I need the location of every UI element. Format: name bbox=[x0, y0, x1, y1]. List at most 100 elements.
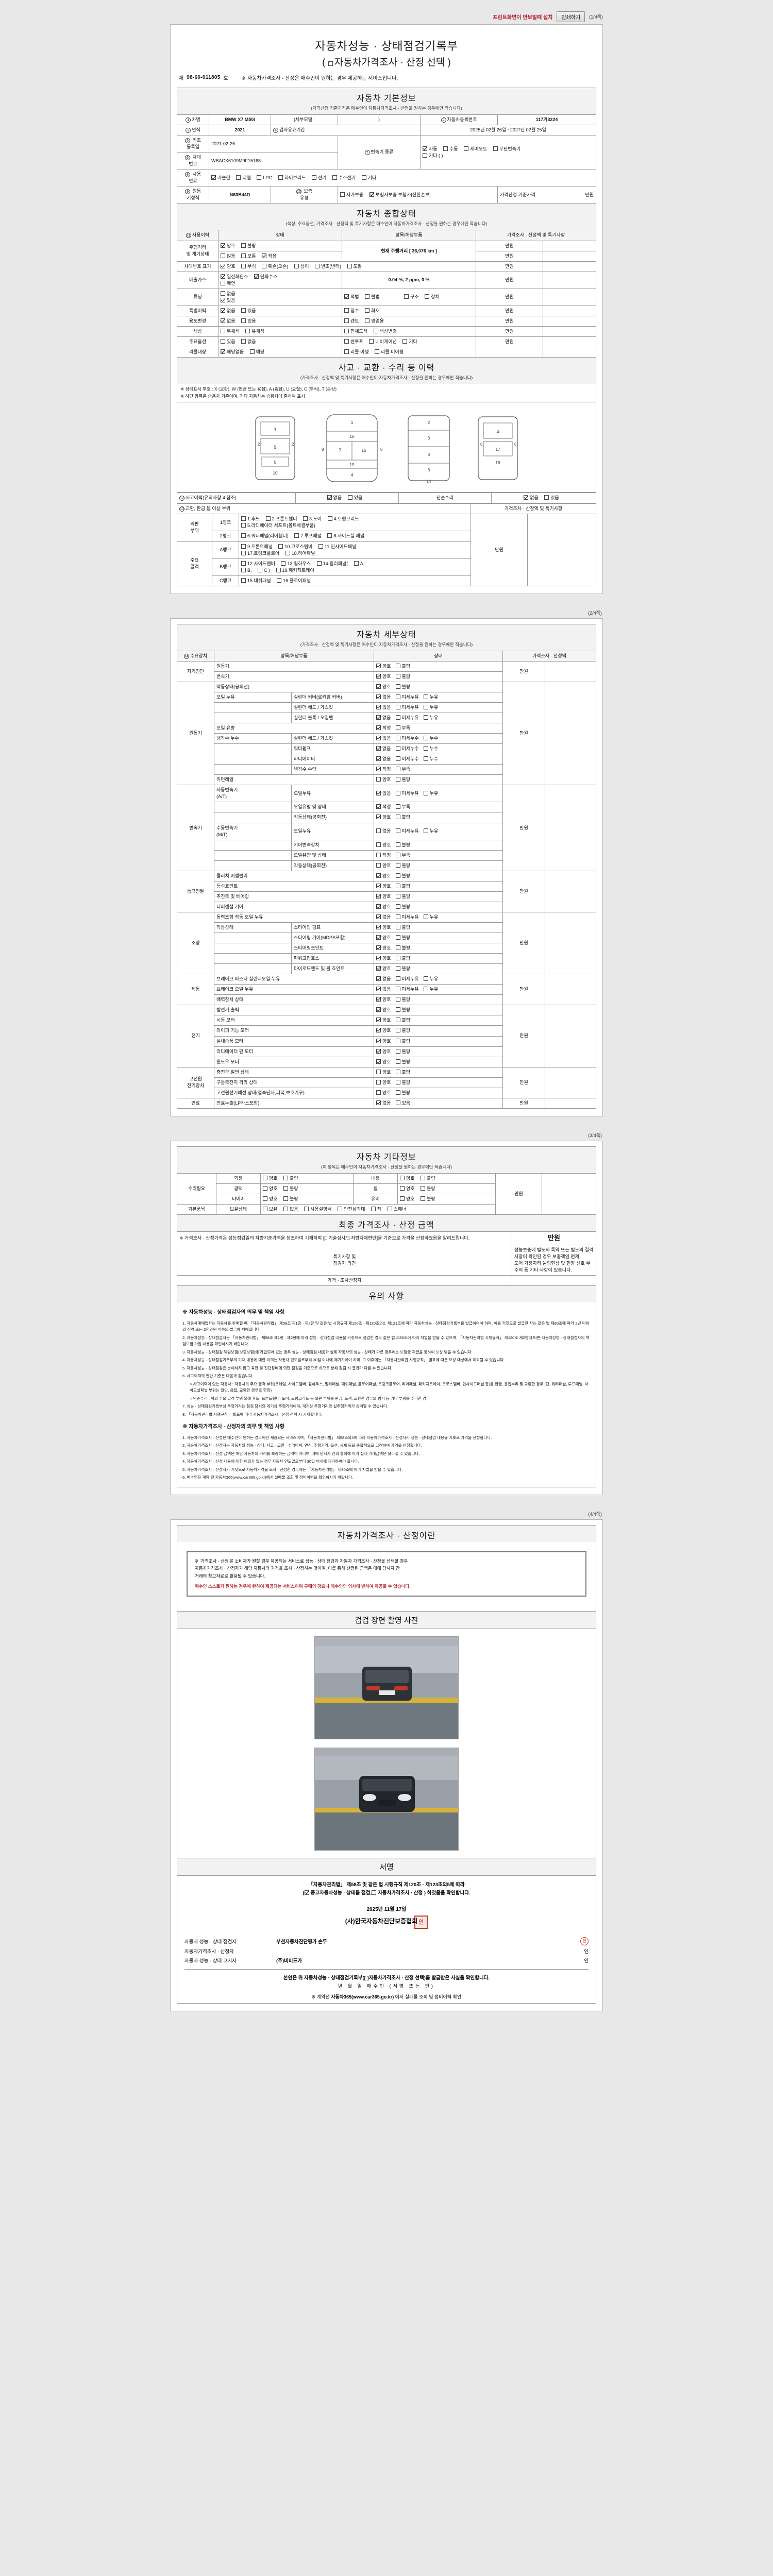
opt-polish-good[interactable]: 양호 bbox=[263, 1185, 278, 1192]
detail-3-2-opt-0[interactable]: 양호 bbox=[376, 893, 391, 900]
opt-recall-done[interactable]: 리콜 이행 bbox=[344, 349, 369, 355]
opt-part-pillar-panel[interactable]: 14.필러패널( bbox=[316, 561, 348, 567]
detail-2-0-opt-2[interactable]: 누유 bbox=[423, 790, 438, 797]
detail-1-7-opt-2[interactable]: 누수 bbox=[423, 756, 438, 762]
detail-2-3-opt-2[interactable]: 누유 bbox=[423, 828, 438, 835]
detail-3-2-opt-1[interactable]: 불량 bbox=[395, 893, 410, 900]
opt-fuel-hydrogen[interactable]: 수소전기 bbox=[332, 175, 356, 181]
opt-fuel-lpg[interactable]: LPG bbox=[257, 175, 272, 181]
detail-5-2-opt-0[interactable]: 양호 bbox=[376, 996, 391, 1003]
opt-part-trunk-lid[interactable]: 4.트렁크리드 bbox=[327, 516, 359, 522]
opt-part-trunk-floor[interactable]: 17.트렁크플로어 bbox=[241, 550, 279, 557]
opt-exterior-bad[interactable]: 불량 bbox=[283, 1175, 298, 1182]
detail-5-1-opt-2[interactable]: 누유 bbox=[423, 986, 438, 993]
opt-tuning-illegal[interactable]: 불법 bbox=[365, 294, 380, 300]
detail-7-1-opt-1[interactable]: 불량 bbox=[395, 1079, 410, 1086]
opt-part-radiator-support[interactable]: 5.라디에이터 서포트(볼트체결부품) bbox=[241, 522, 315, 529]
opt-warranty-self[interactable]: 자가보증 bbox=[340, 192, 363, 198]
detail-1-0-opt-1[interactable]: 불량 bbox=[395, 684, 410, 690]
opt-emission-co[interactable]: 일산화탄소 bbox=[221, 274, 248, 280]
detail-2-4-opt-0[interactable]: 양호 bbox=[376, 842, 391, 849]
opt-interior-bad[interactable]: 불량 bbox=[421, 1175, 435, 1182]
opt-emission-hc[interactable]: 탄화수소 bbox=[254, 274, 277, 280]
opt-trans-semiauto[interactable]: 세미오토 bbox=[464, 146, 487, 152]
detail-2-0-opt-0[interactable]: 없음 bbox=[376, 790, 391, 797]
detail-4-3-opt-0[interactable]: 양호 bbox=[376, 945, 391, 952]
opt-interior-good[interactable]: 양호 bbox=[400, 1175, 415, 1182]
opt-special-none[interactable]: 없음 bbox=[221, 308, 236, 314]
detail-6-0-opt-1[interactable]: 불량 bbox=[395, 1007, 410, 1013]
detail-0-0-opt-0[interactable]: 양호 bbox=[376, 663, 391, 670]
opt-options-sunroof[interactable]: 썬루프 bbox=[344, 338, 363, 345]
opt-options-yes[interactable]: 있음 bbox=[221, 338, 236, 345]
detail-2-2-opt-0[interactable]: 양호 bbox=[376, 814, 391, 821]
opt-mileage-bad[interactable]: 불량 bbox=[241, 243, 256, 249]
detail-1-6-opt-2[interactable]: 누수 bbox=[423, 745, 438, 752]
detail-4-1-opt-0[interactable]: 양호 bbox=[376, 924, 391, 931]
opt-part-side-sill[interactable]: 8.사이드실 패널 bbox=[327, 533, 364, 539]
detail-1-3-opt-1[interactable]: 미세누유 bbox=[395, 715, 419, 721]
detail-6-3-opt-0[interactable]: 양호 bbox=[376, 1038, 391, 1045]
opt-vin-erased[interactable]: 도말 bbox=[347, 263, 362, 270]
opt-options-none[interactable]: 없음 bbox=[241, 338, 256, 345]
detail-3-3-opt-0[interactable]: 양호 bbox=[376, 904, 391, 910]
detail-1-5-opt-1[interactable]: 미세누수 bbox=[395, 735, 419, 742]
opt-mileage-good[interactable]: 양호 bbox=[221, 243, 236, 249]
opt-warranty-insurer[interactable]: 보험사보증 보험사[신한손보] bbox=[369, 192, 431, 198]
opt-part-roof-panel[interactable]: 7.루프패널 bbox=[294, 533, 322, 539]
detail-7-1-opt-0[interactable]: 양호 bbox=[376, 1079, 391, 1086]
detail-4-4-opt-0[interactable]: 양호 bbox=[376, 955, 391, 962]
opt-vin-good[interactable]: 양호 bbox=[221, 263, 236, 270]
opt-part-wheel-house[interactable]: 13.휠하우스 bbox=[281, 561, 311, 567]
detail-1-8-opt-1[interactable]: 부족 bbox=[395, 766, 410, 773]
detail-4-5-opt-0[interactable]: 양호 bbox=[376, 965, 391, 972]
detail-4-0-opt-0[interactable]: 없음 bbox=[376, 914, 391, 921]
opt-options-other[interactable]: 기타 bbox=[402, 338, 417, 345]
opt-fuel-other[interactable]: 기타 bbox=[361, 175, 376, 181]
detail-1-9-opt-0[interactable]: 양호 bbox=[376, 776, 391, 783]
detail-1-5-opt-2[interactable]: 누수 bbox=[423, 735, 438, 742]
opt-recall-yes[interactable]: 해당 bbox=[249, 349, 264, 355]
detail-6-3-opt-1[interactable]: 불량 bbox=[395, 1038, 410, 1045]
opt-part-front-panel[interactable]: 9.프론트패널 bbox=[241, 544, 273, 550]
opt-special-fire[interactable]: 화재 bbox=[365, 308, 380, 314]
detail-6-5-opt-0[interactable]: 양호 bbox=[376, 1059, 391, 1065]
detail-5-2-opt-1[interactable]: 불량 bbox=[395, 996, 410, 1003]
detail-4-0-opt-1[interactable]: 미세누유 bbox=[395, 914, 419, 921]
opt-special-flood[interactable]: 침수 bbox=[344, 308, 359, 314]
opt-part-dash-panel[interactable]: 15.대쉬패널 bbox=[241, 578, 271, 584]
opt-color-chromatic[interactable]: 유채색 bbox=[245, 328, 264, 335]
opt-trans-manual[interactable]: 수동 bbox=[443, 146, 458, 152]
opt-fuel-hybrid[interactable]: 하이브리드 bbox=[278, 175, 306, 181]
opt-wheel-good[interactable]: 양호 bbox=[400, 1185, 415, 1192]
detail-1-4-opt-1[interactable]: 부족 bbox=[395, 725, 410, 732]
detail-0-1-opt-1[interactable]: 불량 bbox=[395, 673, 410, 680]
opt-part-pillar-a[interactable]: A, bbox=[354, 561, 364, 567]
opt-mileage-few[interactable]: 적음 bbox=[262, 253, 277, 260]
detail-5-1-opt-0[interactable]: 없음 bbox=[376, 986, 391, 993]
detail-2-5-opt-0[interactable]: 적정 bbox=[376, 852, 391, 859]
detail-3-3-opt-1[interactable]: 불량 bbox=[395, 904, 410, 910]
footer-link[interactable]: 자동차365(www.car365.go.kr) bbox=[331, 1994, 394, 1999]
detail-2-3-opt-1[interactable]: 미세누유 bbox=[395, 828, 419, 835]
detail-1-1-opt-0[interactable]: 없음 bbox=[376, 694, 391, 701]
detail-2-6-opt-0[interactable]: 양호 bbox=[376, 862, 391, 869]
detail-3-0-opt-1[interactable]: 불량 bbox=[395, 873, 410, 879]
opt-tire-bad[interactable]: 불량 bbox=[283, 1196, 298, 1202]
detail-1-8-opt-0[interactable]: 적정 bbox=[376, 766, 391, 773]
detail-1-2-opt-2[interactable]: 누유 bbox=[423, 704, 438, 711]
detail-2-4-opt-1[interactable]: 불량 bbox=[395, 842, 410, 849]
detail-6-1-opt-1[interactable]: 불량 bbox=[395, 1017, 410, 1024]
detail-1-1-opt-2[interactable]: 누유 bbox=[423, 694, 438, 701]
opt-accident-yes[interactable]: 있음 bbox=[347, 495, 362, 501]
detail-4-1-opt-1[interactable]: 불량 bbox=[395, 924, 410, 931]
detail-4-4-opt-1[interactable]: 불량 bbox=[395, 955, 410, 962]
detail-1-9-opt-1[interactable]: 불량 bbox=[395, 776, 410, 783]
opt-base-jack[interactable]: 잭 bbox=[371, 1206, 381, 1213]
opt-glass-bad[interactable]: 불량 bbox=[421, 1196, 435, 1202]
opt-trans-cvt[interactable]: 무단변속기 bbox=[493, 146, 520, 152]
opt-vin-differ[interactable]: 상이 bbox=[294, 263, 309, 270]
opt-vin-damage[interactable]: 훼손(오손) bbox=[262, 263, 288, 270]
detail-8-0-opt-0[interactable]: 없음 bbox=[376, 1100, 391, 1107]
detail-3-0-opt-0[interactable]: 양호 bbox=[376, 873, 391, 879]
